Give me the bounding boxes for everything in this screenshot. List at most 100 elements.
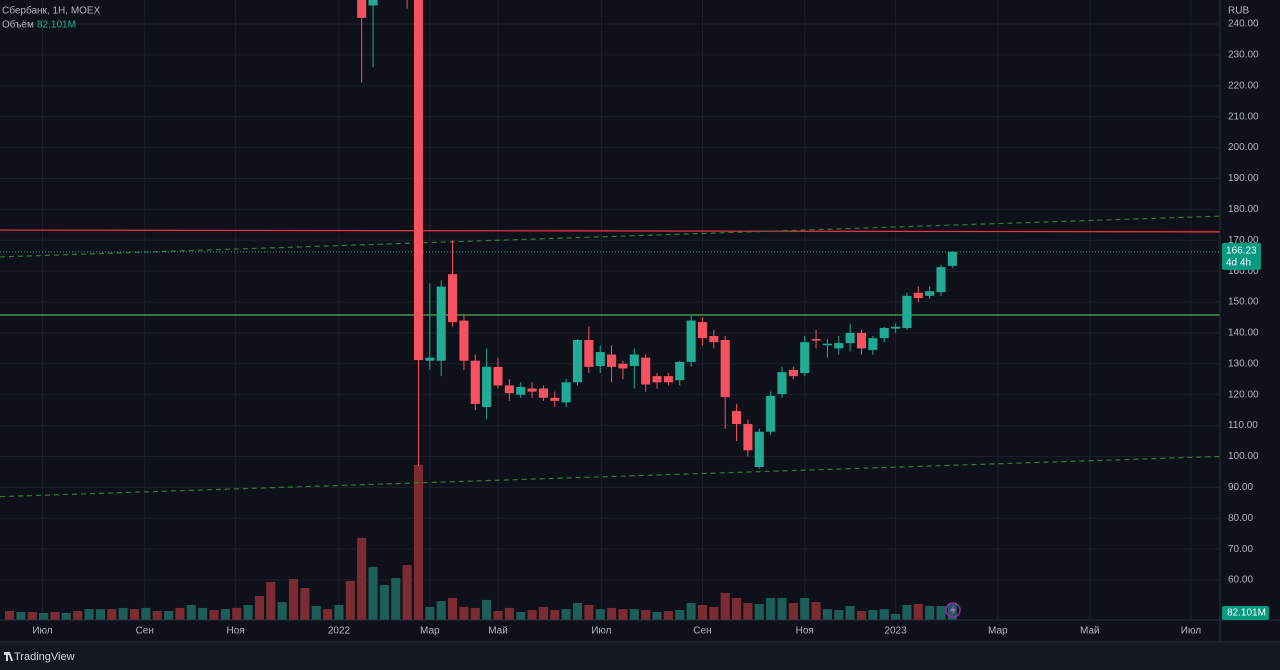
volume-bar <box>300 588 310 620</box>
symbol-title: Сбербанк, 1Н, MOEX <box>2 5 101 17</box>
candle-body <box>936 267 946 293</box>
candle-body <box>743 424 753 451</box>
volume-bar <box>754 604 764 620</box>
x-tick-label: Ноя <box>796 626 814 637</box>
y-tick-label: 90.00 <box>1228 482 1253 493</box>
candle-body <box>868 338 878 350</box>
volume-bar <box>732 597 742 620</box>
volume-bar <box>73 611 83 620</box>
volume-bar <box>209 610 219 620</box>
candle-body <box>856 332 867 349</box>
candle-body <box>641 357 651 385</box>
volume-bar <box>675 610 685 620</box>
candle-body <box>493 366 503 386</box>
candle-body <box>482 366 492 408</box>
candle-body <box>470 360 480 404</box>
volume-bar <box>800 597 810 620</box>
volume-bar <box>334 604 344 620</box>
volume-bar <box>811 602 821 620</box>
volume-bar <box>891 613 901 620</box>
candle-body <box>902 295 912 328</box>
candle-body <box>834 343 844 349</box>
x-tick-label: Ноя <box>226 626 244 637</box>
y-tick-label: 70.00 <box>1228 544 1253 555</box>
candle-body <box>561 382 571 403</box>
candle-body <box>845 332 855 344</box>
volume-bar <box>164 611 174 620</box>
y-tick-label: 210.00 <box>1228 111 1259 122</box>
volume-bar <box>709 606 719 620</box>
volume-bar <box>550 610 560 620</box>
candle-body <box>686 320 696 362</box>
volume-bar <box>629 609 639 620</box>
candle-body <box>629 354 639 366</box>
candle-body <box>925 291 935 296</box>
volume-bar <box>459 606 469 620</box>
volume-pane <box>4 464 957 620</box>
volume-bar <box>107 609 117 620</box>
volume-bar <box>663 611 673 620</box>
volume-bar <box>618 609 628 620</box>
volume-bar <box>311 605 321 620</box>
volume-bar <box>266 581 276 620</box>
volume-bar <box>243 604 253 620</box>
candle-body <box>550 397 560 401</box>
volume-bar <box>448 597 458 620</box>
candle-body <box>800 342 810 374</box>
candle-body <box>913 292 923 298</box>
volume-bar <box>925 605 935 620</box>
volume-bar <box>856 611 867 620</box>
volume-bar <box>902 604 912 620</box>
x-tick-label: Сен <box>136 626 154 637</box>
candle-body <box>436 286 446 361</box>
x-tick-label: 2022 <box>328 626 351 637</box>
volume-bar <box>95 609 105 620</box>
volume-bar <box>845 605 855 620</box>
x-tick-label: Май <box>488 626 508 637</box>
candle-body <box>675 361 685 381</box>
candle-body <box>516 386 526 395</box>
volume-bar <box>777 597 787 620</box>
y-tick-label: 160.00 <box>1228 266 1259 277</box>
volume-bar <box>118 607 128 620</box>
x-tick-label: Мар <box>988 626 1008 637</box>
volume-bar <box>198 607 208 620</box>
candle-body <box>879 327 889 339</box>
volume-bar <box>220 609 230 620</box>
candle-body <box>448 274 458 323</box>
y-tick-label: 80.00 <box>1228 513 1253 524</box>
candle-body <box>527 388 537 392</box>
candle-body <box>425 357 435 361</box>
volume-bar <box>788 603 798 620</box>
volume-bar <box>391 578 401 620</box>
volume-bar <box>152 611 162 620</box>
x-tick-label: Июл <box>591 626 611 637</box>
volume-bar <box>357 537 367 620</box>
candle-body <box>766 395 776 432</box>
trend-line <box>0 229 1220 233</box>
candle-body <box>732 411 742 425</box>
alert-bolt <box>950 605 956 615</box>
y-tick-label: 240.00 <box>1228 19 1259 30</box>
volume-bar <box>470 607 480 620</box>
volume-bar <box>436 601 446 620</box>
y-tick-label: 130.00 <box>1228 358 1259 369</box>
candle-body <box>652 376 662 383</box>
volume-bar <box>822 609 832 620</box>
x-tick-label: Сен <box>693 626 711 637</box>
candle-body <box>504 385 514 394</box>
volume-bar <box>504 607 514 620</box>
volume-bar <box>4 611 15 620</box>
volume-bar <box>27 612 37 620</box>
candle-body <box>822 343 832 346</box>
alert-icon[interactable] <box>945 602 961 618</box>
volume-bar <box>16 612 26 620</box>
y-tick-label: 110.00 <box>1228 420 1258 431</box>
y-tick-label: 60.00 <box>1228 575 1253 586</box>
y-tick-label: 220.00 <box>1228 80 1259 91</box>
drawings <box>0 215 1220 498</box>
volume-bar <box>947 603 957 620</box>
volume-tag-label: 82.101M <box>1227 608 1266 619</box>
